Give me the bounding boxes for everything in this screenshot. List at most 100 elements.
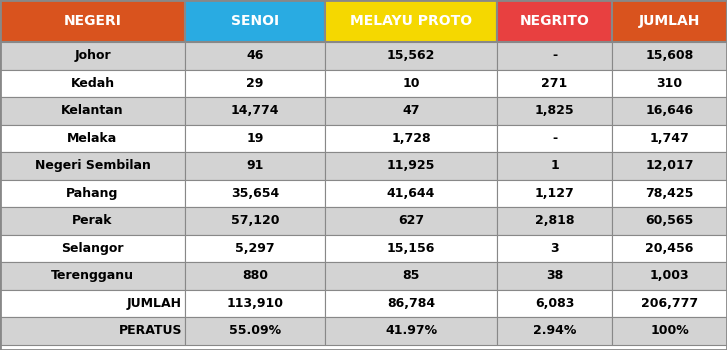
Text: 91: 91 — [246, 159, 264, 172]
Text: 310: 310 — [656, 77, 683, 90]
Text: -: - — [552, 132, 557, 145]
Bar — [612, 0, 727, 42]
Bar — [612, 289, 727, 317]
Bar — [497, 289, 612, 317]
Text: 1,728: 1,728 — [391, 132, 431, 145]
Bar — [0, 234, 185, 262]
Bar — [185, 42, 325, 70]
Bar — [185, 289, 325, 317]
Text: 46: 46 — [246, 49, 264, 62]
Text: 10: 10 — [402, 77, 419, 90]
Bar — [0, 97, 185, 125]
Bar — [612, 125, 727, 152]
Text: Kedah: Kedah — [71, 77, 115, 90]
Text: Selangor: Selangor — [61, 242, 124, 255]
Bar — [0, 317, 185, 344]
Text: Terengganu: Terengganu — [51, 269, 134, 282]
Text: Melaka: Melaka — [68, 132, 118, 145]
Bar — [185, 97, 325, 125]
Text: 15,608: 15,608 — [646, 49, 694, 62]
Bar — [612, 262, 727, 289]
Text: 20,456: 20,456 — [646, 242, 694, 255]
Text: 627: 627 — [398, 214, 424, 227]
Bar — [325, 289, 497, 317]
Text: Perak: Perak — [72, 214, 113, 227]
Bar — [497, 0, 612, 42]
Text: 78,425: 78,425 — [646, 187, 694, 200]
Bar — [0, 42, 185, 70]
Bar — [497, 262, 612, 289]
Text: 60,565: 60,565 — [646, 214, 694, 227]
Bar — [185, 234, 325, 262]
Text: 41,644: 41,644 — [387, 187, 435, 200]
Text: NEGRITO: NEGRITO — [520, 14, 590, 28]
Bar — [0, 125, 185, 152]
Bar — [185, 207, 325, 235]
Bar — [185, 317, 325, 344]
Text: 5,297: 5,297 — [236, 242, 275, 255]
Bar — [325, 97, 497, 125]
Text: 113,910: 113,910 — [227, 297, 284, 310]
Text: Johor: Johor — [74, 49, 111, 62]
Bar — [612, 234, 727, 262]
Text: 15,156: 15,156 — [387, 242, 435, 255]
Bar — [497, 97, 612, 125]
Bar — [497, 317, 612, 344]
Bar — [612, 70, 727, 97]
Text: 206,777: 206,777 — [641, 297, 698, 310]
Bar — [612, 152, 727, 180]
Bar — [0, 180, 185, 207]
Text: 16,646: 16,646 — [646, 104, 694, 117]
Text: NEGERI: NEGERI — [63, 14, 121, 28]
Text: 29: 29 — [246, 77, 264, 90]
Bar — [325, 125, 497, 152]
Bar — [612, 97, 727, 125]
Bar — [612, 317, 727, 344]
Text: 35,654: 35,654 — [231, 187, 279, 200]
Text: Negeri Sembilan: Negeri Sembilan — [35, 159, 150, 172]
Text: Kelantan: Kelantan — [61, 104, 124, 117]
Text: 85: 85 — [402, 269, 419, 282]
Bar — [612, 180, 727, 207]
Text: 47: 47 — [402, 104, 419, 117]
Text: Pahang: Pahang — [66, 187, 119, 200]
Text: 86,784: 86,784 — [387, 297, 435, 310]
Bar — [497, 207, 612, 235]
Text: 2,818: 2,818 — [535, 214, 574, 227]
Bar — [185, 152, 325, 180]
Bar — [185, 262, 325, 289]
Bar — [612, 207, 727, 235]
Bar — [185, 180, 325, 207]
Bar — [497, 234, 612, 262]
Bar — [185, 125, 325, 152]
Text: SENOI: SENOI — [231, 14, 279, 28]
Bar — [325, 180, 497, 207]
Bar — [0, 70, 185, 97]
Text: 38: 38 — [546, 269, 563, 282]
Text: 1,747: 1,747 — [650, 132, 689, 145]
Bar — [497, 42, 612, 70]
Bar — [325, 70, 497, 97]
Bar — [497, 180, 612, 207]
Bar — [0, 289, 185, 317]
Text: 1,825: 1,825 — [534, 104, 574, 117]
Bar — [185, 0, 325, 42]
Text: 14,774: 14,774 — [230, 104, 279, 117]
Text: PERATUS: PERATUS — [119, 324, 182, 337]
Text: JUMLAH: JUMLAH — [639, 14, 700, 28]
Text: 57,120: 57,120 — [230, 214, 279, 227]
Text: 19: 19 — [246, 132, 264, 145]
Bar — [325, 234, 497, 262]
Bar — [0, 207, 185, 235]
Bar — [325, 0, 497, 42]
Text: 1,127: 1,127 — [534, 187, 574, 200]
Text: 41.97%: 41.97% — [385, 324, 437, 337]
Text: -: - — [552, 49, 557, 62]
Text: MELAYU PROTO: MELAYU PROTO — [350, 14, 472, 28]
Bar — [325, 152, 497, 180]
Text: 1: 1 — [550, 159, 559, 172]
Text: 11,925: 11,925 — [387, 159, 435, 172]
Text: 271: 271 — [542, 77, 568, 90]
Text: 880: 880 — [242, 269, 268, 282]
Text: 3: 3 — [550, 242, 559, 255]
